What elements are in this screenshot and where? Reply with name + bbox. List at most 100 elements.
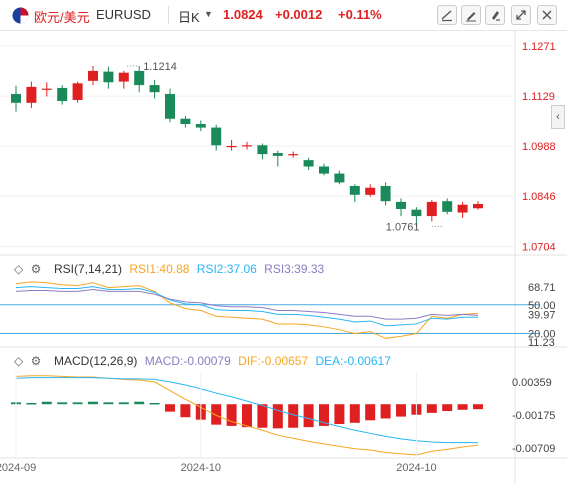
macd-bar	[303, 404, 314, 428]
low-price-label: 1.0761	[386, 221, 420, 233]
candle-body	[26, 86, 37, 103]
macd-bar	[72, 402, 83, 405]
rsi-series-line	[15, 281, 479, 339]
rsi2-value: RSI2:37.06	[196, 262, 257, 276]
expand-icon	[516, 10, 526, 20]
candle-body	[396, 201, 406, 209]
rsi-tick-label: 68.71	[528, 282, 556, 294]
price-tick-label: 1.0704	[522, 242, 556, 254]
candle-body	[272, 153, 283, 156]
gear-icon[interactable]: ⚙	[30, 354, 42, 368]
candle-body	[165, 93, 175, 119]
macd-tick-label: -0.00709	[512, 443, 555, 455]
macd-value: MACD:-0.00079	[144, 354, 231, 368]
macd-bar	[365, 404, 376, 421]
candle-body	[457, 204, 468, 213]
candle-body	[334, 173, 345, 183]
macd-bar	[103, 402, 114, 405]
candle-body	[103, 71, 114, 83]
price-change-percent: +0.11%	[338, 7, 382, 22]
rsi-title: RSI(7,14,21)	[54, 262, 123, 276]
price-tick-label: 1.1271	[522, 41, 556, 53]
candle-body	[411, 209, 422, 217]
candle-body	[442, 201, 453, 212]
candle-body	[88, 70, 98, 81]
macd-bar	[242, 404, 252, 428]
candle-body	[41, 88, 52, 90]
toolbar: 欧元/美元 EURUSD 日K ▼ 1.0824 +0.0012 +0.11%	[0, 0, 567, 31]
price-tick-label: 1.1129	[522, 91, 555, 103]
dea-value: DEA:-0.00617	[315, 354, 391, 368]
line-tool-icon	[441, 10, 452, 22]
macd-controls[interactable]: ◇ ⚙	[14, 354, 41, 368]
pen-tool-icon	[466, 12, 476, 22]
candle-body	[72, 83, 83, 100]
price-change: +0.0012	[275, 7, 323, 22]
macd-bar	[149, 402, 160, 405]
symbol-name[interactable]: 欧元/美元	[34, 10, 90, 25]
macd-bar	[88, 401, 98, 405]
candle-body	[380, 185, 391, 202]
rsi1-value: RSI1:40.88	[129, 262, 190, 276]
macd-bar	[41, 401, 52, 405]
macd-bar	[26, 402, 37, 405]
rsi-tick-label: 20.00	[528, 329, 556, 341]
macd-bar	[349, 404, 360, 423]
last-price: 1.0824	[223, 7, 263, 22]
candle-body	[242, 145, 252, 147]
candle-body	[319, 166, 329, 174]
macd-bar	[288, 404, 299, 428]
macd-bar	[257, 404, 268, 428]
period-selector[interactable]: 日K	[178, 10, 200, 25]
gear-icon[interactable]: ⚙	[30, 262, 42, 276]
price-tick-label: 1.0846	[522, 191, 556, 203]
line-tool-button[interactable]	[437, 5, 457, 25]
candle-body	[11, 93, 21, 103]
price-tick-label: 1.0988	[522, 141, 556, 153]
macd-header: MACD(12,26,9) MACD:-0.00079 DIF:-0.00657…	[54, 354, 391, 368]
symbol-code[interactable]: EURUSD	[96, 7, 151, 22]
rsi3-value: RSI3:39.33	[264, 262, 325, 276]
macd-bar	[165, 404, 175, 412]
marker-tool-button[interactable]	[485, 5, 505, 25]
rsi-tick-label: 50.00	[528, 300, 556, 312]
candle-body	[303, 160, 314, 167]
dif-value: DIF:-0.00657	[238, 354, 309, 368]
chevron-down-icon[interactable]: ▼	[204, 9, 213, 19]
marker-tool-icon	[492, 11, 500, 21]
macd-bar	[380, 404, 391, 419]
rsi-series-line	[15, 286, 478, 327]
candle-body	[57, 87, 68, 102]
macd-bar	[211, 404, 222, 425]
macd-series-line	[15, 377, 478, 444]
date-tick-label: 2024-10	[181, 462, 221, 474]
macd-bar	[473, 404, 483, 410]
close-button[interactable]	[537, 5, 557, 25]
candle-body	[349, 185, 360, 195]
eye-icon[interactable]: ◇	[14, 262, 24, 276]
macd-bar	[226, 404, 237, 426]
macd-bar	[57, 402, 68, 405]
rsi-controls[interactable]: ◇ ⚙	[14, 262, 41, 276]
date-tick-label: 2024-09	[0, 462, 36, 474]
close-icon	[542, 10, 552, 20]
macd-bar	[180, 404, 191, 418]
expand-button[interactable]	[511, 5, 531, 25]
macd-bar	[426, 404, 437, 413]
date-tick-label: 2024-10	[396, 462, 436, 474]
candle-body	[180, 118, 191, 125]
macd-tick-label: 0.00359	[512, 377, 552, 389]
macd-bar	[396, 404, 406, 417]
eye-icon[interactable]: ◇	[14, 354, 24, 368]
chevron-left-icon[interactable]: ‹	[551, 105, 565, 129]
divider	[168, 6, 169, 24]
candle-body	[211, 127, 222, 146]
candle-body	[195, 124, 206, 128]
rsi-series-line	[15, 288, 479, 320]
pen-tool-button[interactable]	[461, 5, 481, 25]
macd-title: MACD(12,26,9)	[54, 354, 138, 368]
rsi-header: RSI(7,14,21) RSI1:40.88 RSI2:37.06 RSI3:…	[54, 262, 324, 276]
eu-us-flag-icon	[12, 7, 29, 24]
candle-body	[426, 201, 437, 217]
